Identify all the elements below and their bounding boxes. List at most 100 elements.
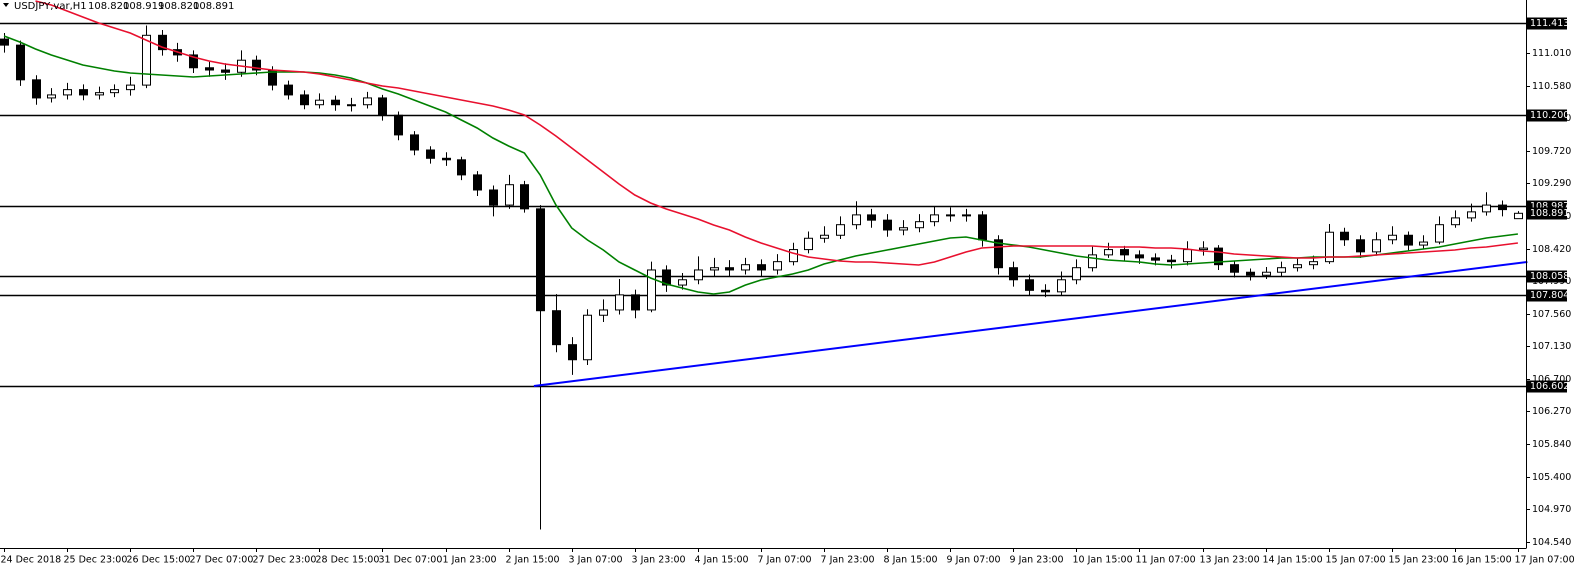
- candle-body: [568, 344, 577, 361]
- candle-body: [1419, 241, 1428, 246]
- candle-body: [1025, 279, 1034, 291]
- candle-body: [489, 189, 498, 206]
- horizontal-line-label: 106.602: [1530, 381, 1569, 392]
- candle-body: [1135, 254, 1144, 259]
- candle-body: [583, 314, 592, 361]
- candle-body: [1340, 231, 1349, 241]
- candle-body: [205, 67, 214, 71]
- candle-body: [820, 234, 829, 239]
- last-price-box: [1527, 207, 1567, 220]
- x-tick-label: 7 Jan 07:00: [758, 555, 812, 566]
- candle-body: [1041, 289, 1050, 293]
- horizontal-line-label: 111.413: [1530, 18, 1569, 29]
- y-tick-label: 105.840: [1532, 439, 1571, 450]
- x-tick-label: 2 Jan 15:00: [506, 555, 560, 566]
- x-tick-label: 7 Jan 23:00: [821, 555, 875, 566]
- candle-body: [1009, 267, 1018, 281]
- candle-body: [47, 94, 56, 99]
- header-arrow[interactable]: [3, 3, 9, 7]
- candle-body: [694, 269, 703, 281]
- candle-body: [0, 38, 9, 46]
- candle-body: [300, 94, 309, 106]
- candle-body: [836, 224, 845, 236]
- x-tick-label: 10 Jan 15:00: [1073, 555, 1133, 566]
- candle-body: [1230, 264, 1239, 273]
- x-tick-label: 9 Jan 23:00: [1010, 555, 1064, 566]
- candle-body: [189, 54, 198, 69]
- candle-body: [363, 97, 372, 106]
- candle-body: [1167, 259, 1176, 263]
- candle-body: [331, 99, 340, 106]
- x-tick-label: 28 Dec 15:00: [316, 555, 380, 566]
- horizontal-line-label: 107.804: [1530, 290, 1569, 301]
- plot-area: [0, 0, 1528, 530]
- x-tick-label: 9 Jan 07:00: [947, 555, 1001, 566]
- candle-body: [946, 214, 955, 217]
- candle-body: [252, 59, 261, 71]
- horizontal-line-label: 108.058: [1530, 271, 1569, 282]
- candle-body: [95, 92, 104, 96]
- candle-body: [79, 89, 88, 96]
- candle-body: [867, 214, 876, 221]
- candle-body: [915, 221, 924, 229]
- candle-body: [442, 157, 451, 161]
- x-tick-label: 11 Jan 07:00: [1136, 555, 1196, 566]
- candle-body: [347, 104, 356, 107]
- y-tick-label: 106.700: [1532, 374, 1571, 385]
- candle-body: [1356, 239, 1365, 253]
- candle-body: [1293, 264, 1302, 269]
- y-tick-label: 109.290: [1532, 178, 1571, 189]
- moving-average: [3, 35, 1519, 295]
- candle-body: [725, 267, 734, 271]
- candle-body: [804, 237, 813, 251]
- candle-body: [1246, 271, 1255, 276]
- y-tick-label: 111.010: [1532, 48, 1571, 59]
- candle-body: [394, 114, 403, 136]
- header-symbol: USDJPY,var,H1: [14, 1, 87, 12]
- x-tick-label: 25 Dec 23:00: [64, 555, 128, 566]
- horizontal-line-label-box: [1527, 109, 1567, 122]
- x-tick-label: 13 Jan 23:00: [1200, 555, 1260, 566]
- candle-body: [852, 214, 861, 226]
- candle-body: [599, 309, 608, 316]
- candle-body: [1498, 204, 1507, 211]
- candle-body: [1262, 271, 1271, 276]
- candle-body: [158, 34, 167, 51]
- candle-body: [1183, 249, 1192, 263]
- y-tick-label: 108.420: [1532, 244, 1571, 255]
- candle-body: [110, 89, 119, 94]
- candle-body: [32, 79, 41, 99]
- horizontal-line-label-box: [1527, 289, 1567, 302]
- candle-body: [899, 227, 908, 231]
- x-tick-label: 24 Dec 2018: [1, 555, 62, 566]
- y-tick-label: 106.270: [1532, 406, 1571, 417]
- horizontal-line-label: 110.200: [1530, 110, 1569, 121]
- x-tick-label: 3 Jan 23:00: [632, 555, 686, 566]
- candle-body: [315, 99, 324, 106]
- candle-body: [1514, 212, 1523, 220]
- x-tick-label: 1 Jan 23:00: [443, 555, 497, 566]
- candle-body: [1435, 224, 1444, 243]
- candle-body: [930, 214, 939, 223]
- candle-body: [126, 84, 135, 91]
- y-tick-label: 107.130: [1532, 341, 1571, 352]
- horizontal-line-label-box: [1527, 270, 1567, 283]
- candle-body: [1277, 267, 1286, 273]
- x-tick-label: 14 Jan 15:00: [1263, 555, 1323, 566]
- candle-body: [1072, 267, 1081, 281]
- candle-body: [1404, 234, 1413, 246]
- x-tick-label: 27 Dec 07:00: [190, 555, 254, 566]
- candle-body: [1151, 257, 1160, 261]
- candle-body: [552, 310, 561, 346]
- candle-body: [505, 184, 514, 206]
- candle-body: [678, 279, 687, 286]
- candle-body: [457, 159, 466, 176]
- horizontal-line-label-box: [1527, 17, 1567, 30]
- x-tick-label: 15 Jan 07:00: [1326, 555, 1386, 566]
- y-tick-label: 109.720: [1532, 146, 1571, 157]
- candle-body: [221, 69, 230, 73]
- candle-body: [284, 84, 293, 96]
